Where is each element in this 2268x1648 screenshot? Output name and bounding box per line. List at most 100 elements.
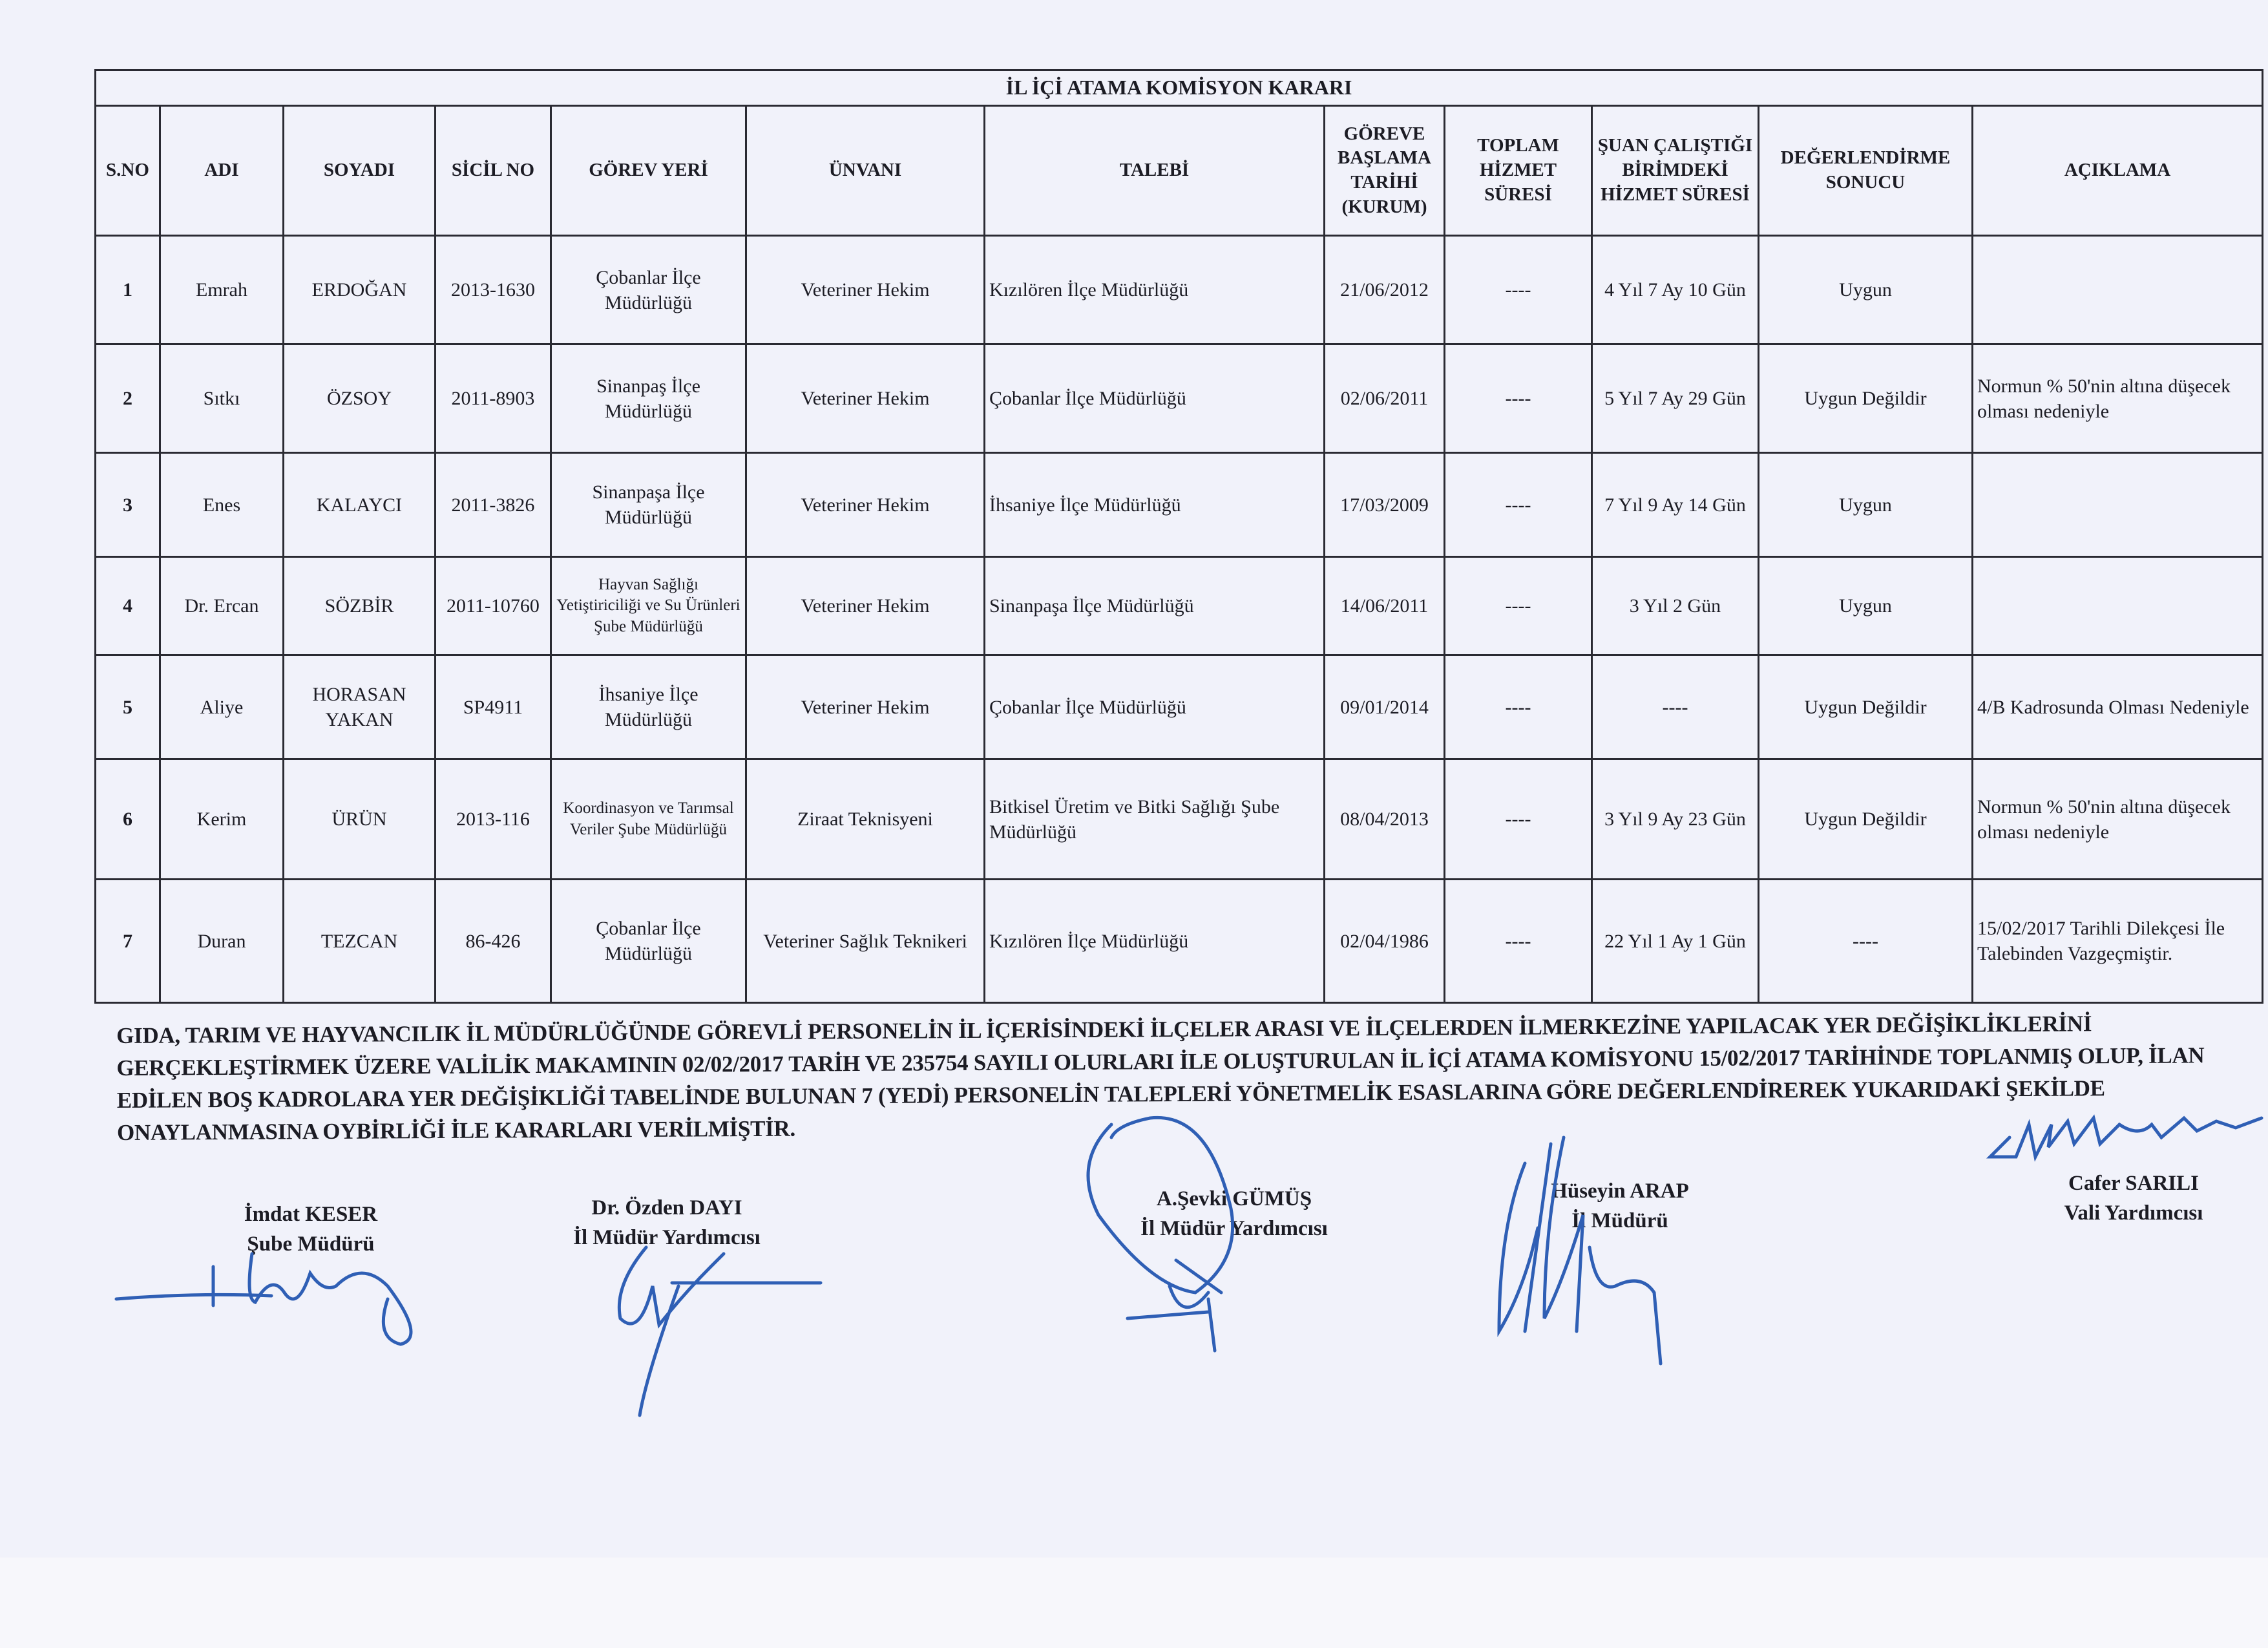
cell-result: Uygun bbox=[1758, 235, 1973, 345]
decision-table: İL İÇİ ATAMA KOMİSYON KARARI S.NO ADI SO… bbox=[94, 69, 2264, 1004]
cell-request: Çobanlar İlçe Müdürlüğü bbox=[983, 343, 1325, 454]
cell-title: Veteriner Hekim bbox=[745, 452, 985, 558]
cell-name: Kerim bbox=[159, 758, 284, 880]
cell-description bbox=[1971, 235, 2264, 345]
cell-title: Veteriner Hekim bbox=[745, 343, 985, 454]
cell-description: Normun % 50'nin altına düşecek olması ne… bbox=[1971, 758, 2264, 880]
signatory-name: A.Şevki GÜMÜŞ bbox=[1156, 1187, 1312, 1210]
cell-surname: ERDOĞAN bbox=[282, 235, 436, 345]
cell-surname: TEZCAN bbox=[282, 878, 436, 1004]
cell-sno: 6 bbox=[94, 758, 161, 880]
col-header-workplace: GÖREV YERİ bbox=[550, 105, 747, 237]
cell-result: Uygun Değildir bbox=[1758, 343, 1973, 454]
cell-request: İhsaniye İlçe Müdürlüğü bbox=[983, 452, 1325, 558]
col-header-sno: S.NO bbox=[94, 105, 161, 237]
cell-result: Uygun bbox=[1758, 556, 1973, 656]
cell-request: Kızılören İlçe Müdürlüğü bbox=[983, 878, 1325, 1004]
col-header-surname: SOYADI bbox=[282, 105, 436, 237]
cell-description bbox=[1971, 556, 2264, 656]
cell-title: Veteriner Sağlık Teknikeri bbox=[745, 878, 985, 1004]
signatory-title: İl Müdür Yardımcısı bbox=[573, 1226, 761, 1249]
cell-workplace: Koordinasyon ve Tarımsal Veriler Şube Mü… bbox=[550, 758, 747, 880]
cell-start-date: 21/06/2012 bbox=[1323, 235, 1445, 345]
cell-unit-service: 7 Yıl 9 Ay 14 Gün bbox=[1591, 452, 1759, 558]
cell-sno: 1 bbox=[94, 235, 161, 345]
cell-start-date: 08/04/2013 bbox=[1323, 758, 1445, 880]
cell-request: Sinanpaşa İlçe Müdürlüğü bbox=[983, 556, 1325, 656]
signatory-name: Hüseyin ARAP bbox=[1551, 1179, 1689, 1203]
cell-surname: ÖZSOY bbox=[282, 343, 436, 454]
cell-description: 15/02/2017 Tarihli Dilekçesi İle Talebin… bbox=[1971, 878, 2264, 1004]
header-row: S.NO ADI SOYADI SİCİL NO GÖREV YERİ ÜNVA… bbox=[94, 105, 2264, 237]
cell-registry: 2011-3826 bbox=[434, 452, 552, 558]
cell-registry: 86-426 bbox=[434, 878, 552, 1004]
cell-name: Enes bbox=[159, 452, 284, 558]
cell-sno: 3 bbox=[94, 452, 161, 558]
col-header-name: ADI bbox=[159, 105, 284, 237]
cell-result: Uygun Değildir bbox=[1758, 654, 1973, 760]
cell-unit-service: 3 Yıl 2 Gün bbox=[1591, 556, 1759, 656]
cell-total-service: ---- bbox=[1444, 878, 1593, 1004]
cell-workplace: İhsaniye İlçe Müdürlüğü bbox=[550, 654, 747, 760]
cell-start-date: 02/04/1986 bbox=[1323, 878, 1445, 1004]
cell-description: Normun % 50'nin altına düşecek olması ne… bbox=[1971, 343, 2264, 454]
table-row: 7 Duran TEZCAN 86-426 Çobanlar İlçe Müdürlüğ… bbox=[94, 878, 2264, 1004]
cell-registry: 2013-116 bbox=[434, 758, 552, 880]
cell-result: ---- bbox=[1758, 878, 1973, 1004]
cell-start-date: 14/06/2011 bbox=[1323, 556, 1445, 656]
cell-sno: 4 bbox=[94, 556, 161, 656]
signature-dayi bbox=[617, 1245, 823, 1417]
table-row: 4 Dr. Ercan SÖZBİR 2011-10760 Hayvan Sağlığı… bbox=[94, 556, 2264, 656]
signature-gumus bbox=[1086, 1115, 1235, 1353]
col-header-result: DEĞERLENDİRME SONUCU bbox=[1758, 105, 1973, 237]
signatory-title: Vali Yardımcısı bbox=[2064, 1201, 2203, 1225]
cell-registry: 2013-1630 bbox=[434, 235, 552, 345]
cell-workplace: Sinanpaş İlçe Müdürlüğü bbox=[550, 343, 747, 454]
signatory-name: Dr. Özden DAYI bbox=[591, 1196, 742, 1220]
table-row: 2 Sıtkı ÖZSOY 2011-8903 Sinanpaş İlçe Müdürl… bbox=[94, 343, 2264, 454]
cell-start-date: 09/01/2014 bbox=[1323, 654, 1445, 760]
cell-unit-service: 3 Yıl 9 Ay 23 Gün bbox=[1591, 758, 1759, 880]
cell-name: Sıtkı bbox=[159, 343, 284, 454]
col-header-title: ÜNVANI bbox=[745, 105, 985, 237]
signature-arap bbox=[1497, 1136, 1663, 1366]
cell-request: Bitkisel Üretim ve Bitki Sağlığı Şube Mü… bbox=[983, 758, 1325, 880]
col-header-description: AÇIKLAMA bbox=[1971, 105, 2264, 237]
cell-surname: KALAYCI bbox=[282, 452, 436, 558]
signatory-block: İmdat KESER Şube Müdürü bbox=[244, 1199, 377, 1259]
cell-surname: SÖZBİR bbox=[282, 556, 436, 656]
signatory-title: Şube Müdürü bbox=[247, 1232, 375, 1256]
cell-description bbox=[1971, 452, 2264, 558]
signature-sarili bbox=[1986, 1114, 2263, 1162]
col-header-unit-service: ŞUAN ÇALIŞTIĞI BİRİMDEKİ HİZMET SÜRESİ bbox=[1591, 105, 1759, 237]
col-header-start-date: GÖREVE BAŞLAMA TARİHİ (KURUM) bbox=[1323, 105, 1445, 237]
cell-start-date: 02/06/2011 bbox=[1323, 343, 1445, 454]
cell-name: Duran bbox=[159, 878, 284, 1004]
cell-sno: 7 bbox=[94, 878, 161, 1004]
cell-total-service: ---- bbox=[1444, 235, 1593, 345]
cell-surname: ÜRÜN bbox=[282, 758, 436, 880]
signatory-name: Cafer SARILI bbox=[2068, 1172, 2199, 1195]
cell-registry: SP4911 bbox=[434, 654, 552, 760]
cell-result: Uygun Değildir bbox=[1758, 758, 1973, 880]
table-row: 6 Kerim ÜRÜN 2013-116 Koordinasyon ve Tarıms… bbox=[94, 758, 2264, 880]
cell-result: Uygun bbox=[1758, 452, 1973, 558]
page-bottom-edge bbox=[0, 1558, 2268, 1648]
cell-total-service: ---- bbox=[1444, 452, 1593, 558]
cell-unit-service: 4 Yıl 7 Ay 10 Gün bbox=[1591, 235, 1759, 345]
cell-total-service: ---- bbox=[1444, 556, 1593, 656]
cell-request: Kızılören İlçe Müdürlüğü bbox=[983, 235, 1325, 345]
table-row: 1 Emrah ERDOĞAN 2013-1630 Çobanlar İlçe Müdü… bbox=[94, 235, 2264, 345]
col-header-registry: SİCİL NO bbox=[434, 105, 552, 237]
signatory-block: Hüseyin ARAP İl Müdürü bbox=[1551, 1176, 1689, 1236]
cell-surname: HORASAN YAKAN bbox=[282, 654, 436, 760]
signatory-block: Dr. Özden DAYI İl Müdür Yardımcısı bbox=[573, 1193, 761, 1252]
cell-sno: 5 bbox=[94, 654, 161, 760]
cell-name: Dr. Ercan bbox=[159, 556, 284, 656]
cell-total-service: ---- bbox=[1444, 758, 1593, 880]
document-title: İL İÇİ ATAMA KOMİSYON KARARI bbox=[94, 69, 2264, 107]
signatory-block: Cafer SARILI Vali Yardımcısı bbox=[2064, 1168, 2203, 1228]
cell-workplace: Sinanpaşa İlçe Müdürlüğü bbox=[550, 452, 747, 558]
cell-workplace: Çobanlar İlçe Müdürlüğü bbox=[550, 878, 747, 1004]
